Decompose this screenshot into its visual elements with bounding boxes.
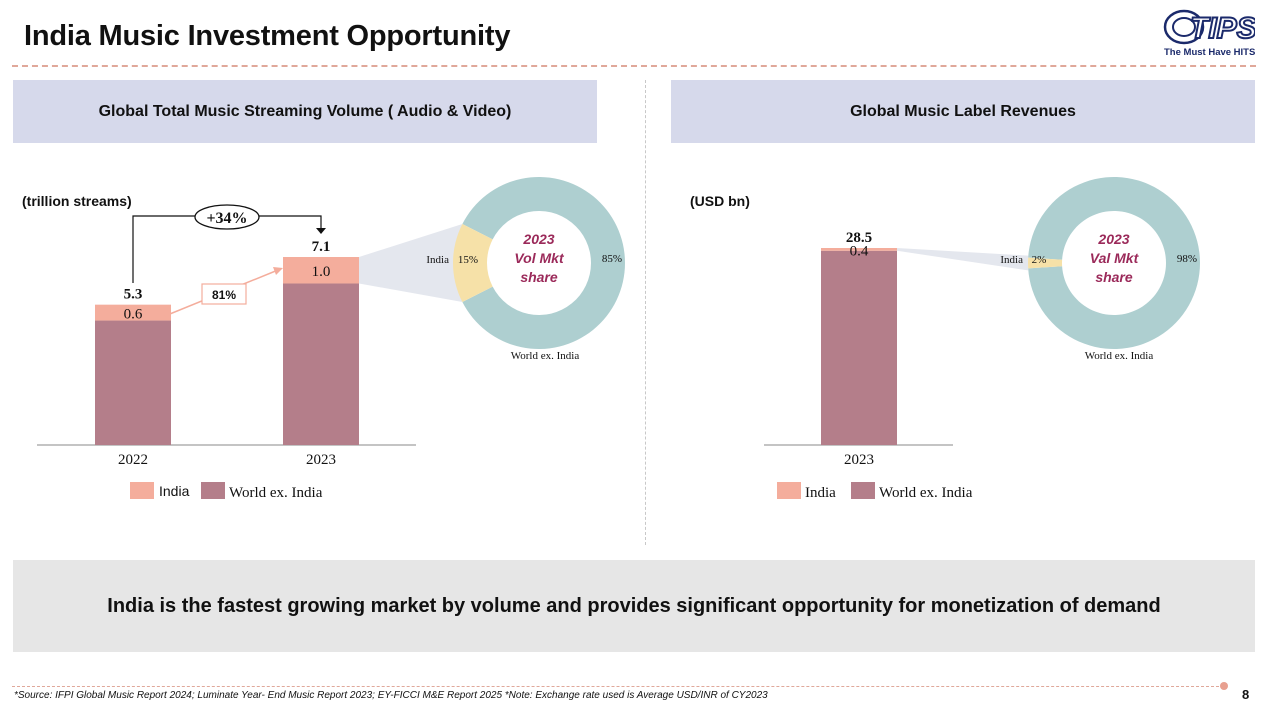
india-growth-arrowhead	[273, 267, 283, 275]
revenue-chart: 0.4 28.5 2023 2023 Val Mkt share India 2…	[764, 177, 1200, 501]
footer-dot	[1220, 682, 1228, 690]
value-label-india-2023: 0.4	[850, 243, 869, 259]
value-label-india-2023: 1.0	[312, 264, 331, 280]
donut-slice-world	[1028, 177, 1200, 349]
donut-slice-india	[453, 223, 493, 303]
india-growth-box	[201, 283, 247, 305]
charts-canvas: 0.6 1.0 5.3 7.1 2022 2023 +34% 81% 2023 …	[37, 176, 1200, 501]
streaming-chart: 0.6 1.0 5.3 7.1 2022 2023 +34% 81% 2023 …	[37, 176, 625, 501]
key-message-box: India is the fastest growing market by v…	[13, 560, 1255, 652]
logo-text: TIPS	[1190, 12, 1255, 45]
legend-label-india: India	[805, 485, 836, 501]
growth-total-bubble	[194, 204, 260, 230]
bar-india-2023	[283, 257, 359, 284]
streaming-unit-label: (trillion streams)	[22, 193, 132, 209]
value-label-india-2022: 0.6	[124, 307, 143, 323]
donut-label-india-pct: 2%	[1032, 254, 1047, 266]
bar-world-2022	[95, 320, 171, 445]
tips-logo: TIPS	[1163, 9, 1255, 46]
x-tick-2023: 2023	[844, 452, 874, 468]
bar-world-2023	[821, 250, 897, 445]
growth-arrowhead	[316, 228, 326, 234]
donut-slice-india	[1028, 257, 1063, 269]
legend-swatch-india	[130, 482, 154, 499]
page-number: 8	[1242, 687, 1250, 702]
growth-total-label: +34%	[206, 210, 247, 227]
logo-tagline: The Must Have HITS	[1164, 47, 1256, 58]
donut-center-share: share	[520, 269, 558, 285]
donut-center-year: 2023	[522, 231, 554, 247]
total-label-2023: 7.1	[312, 239, 331, 255]
x-tick-2023: 2023	[306, 452, 336, 468]
legend-swatch-world	[201, 482, 225, 499]
donut-label-india-name: India	[426, 254, 449, 266]
legend-label-india: India	[159, 483, 190, 499]
donut-label-world-name: World ex. India	[511, 350, 580, 362]
revenue-unit-label: (USD bn)	[690, 193, 750, 209]
donut-connector	[897, 248, 1029, 271]
india-growth-label: 81%	[212, 288, 236, 302]
x-tick-2022: 2022	[118, 452, 148, 468]
legend-swatch-india	[777, 482, 801, 499]
donut-label-india-pct: 15%	[458, 254, 478, 266]
donut-label-world-name: World ex. India	[1085, 350, 1154, 362]
total-label-2023: 28.5	[846, 230, 872, 246]
donut-center-year: 2023	[1097, 231, 1129, 247]
page-title: India Music Investment Opportunity	[24, 20, 511, 52]
donut-label-world-pct: 98%	[1177, 253, 1197, 265]
donut-label-world-pct: 85%	[602, 253, 622, 265]
streaming-panel-title: Global Total Music Streaming Volume ( Au…	[13, 80, 597, 143]
footer-divider	[12, 686, 1224, 687]
legend-label-world: World ex. India	[879, 485, 973, 501]
source-note: *Source: IFPI Global Music Report 2024; …	[14, 690, 768, 701]
bar-world-2023	[283, 283, 359, 445]
donut-center-metric: Val Mkt	[1090, 250, 1140, 266]
donut-connector	[359, 223, 463, 303]
legend-swatch-world	[851, 482, 875, 499]
donut-center-metric: Vol Mkt	[514, 250, 565, 266]
key-message-text: India is the fastest growing market by v…	[107, 594, 1161, 617]
revenue-panel-title: Global Music Label Revenues	[671, 80, 1255, 143]
header-divider	[12, 65, 1256, 67]
legend-label-world: World ex. India	[229, 485, 323, 501]
bar-india-2023	[821, 248, 897, 251]
donut-label-india-name: India	[1000, 254, 1023, 266]
total-label-2022: 5.3	[124, 287, 143, 303]
donut-center-share: share	[1095, 269, 1133, 285]
bar-india-2022	[95, 304, 171, 321]
panel-divider	[645, 80, 646, 545]
donut-slice-world	[462, 176, 625, 349]
